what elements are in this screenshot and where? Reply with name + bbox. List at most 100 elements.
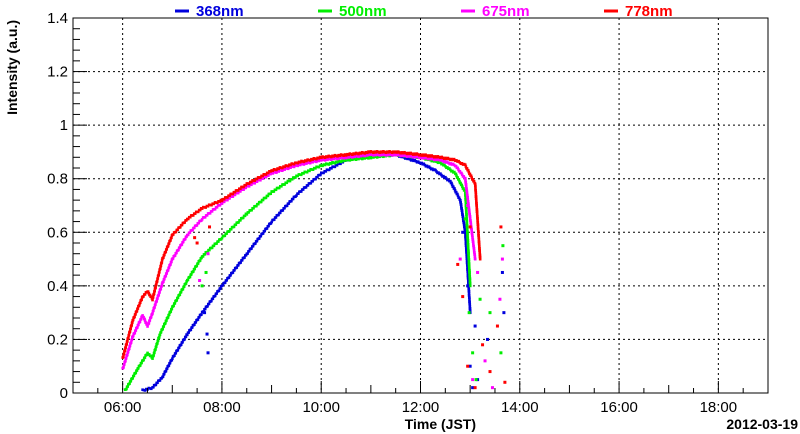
data-point [461, 213, 464, 217]
data-point [126, 339, 129, 343]
data-point [237, 221, 240, 224]
data-point [283, 168, 286, 171]
data-point [465, 261, 469, 265]
data-point [131, 318, 135, 322]
data-point [291, 197, 295, 201]
data-point [444, 165, 447, 168]
data-point [206, 252, 210, 256]
data-point [474, 197, 478, 201]
data-point [217, 289, 221, 293]
data-point [281, 209, 285, 212]
data-point [468, 300, 471, 304]
data-point [311, 179, 315, 183]
data-point [221, 284, 225, 287]
data-point [178, 246, 182, 249]
data-point [136, 366, 140, 370]
data-point [244, 253, 248, 257]
data-point [467, 253, 470, 257]
data-point [473, 251, 476, 254]
data-point [468, 273, 471, 276]
data-point [225, 278, 228, 282]
data-point [469, 219, 472, 222]
data-point [148, 319, 152, 322]
data-point [463, 176, 467, 180]
data-point [228, 230, 231, 233]
data-point [478, 257, 482, 261]
data-point [283, 165, 286, 169]
data-point [203, 215, 207, 219]
data-point [152, 292, 156, 296]
data-point [195, 264, 199, 268]
data-point [140, 361, 143, 365]
data-point [255, 177, 259, 181]
data-point [193, 212, 197, 215]
data-point [456, 194, 460, 198]
data-point [468, 268, 471, 272]
data-point [475, 212, 479, 216]
data-point [200, 256, 203, 260]
data-point [458, 169, 462, 173]
data-point [450, 183, 454, 187]
data-point [476, 217, 479, 220]
data-point [499, 225, 503, 229]
data-point [171, 257, 175, 260]
data-point [451, 169, 454, 173]
data-point [470, 232, 474, 235]
legend-label: 500nm [339, 3, 387, 20]
data-point [212, 244, 216, 248]
data-point [464, 200, 468, 204]
data-point [461, 230, 465, 234]
data-point [476, 270, 480, 274]
data-point [174, 230, 178, 234]
data-point [468, 277, 472, 281]
data-point [477, 242, 481, 246]
data-point [236, 191, 240, 195]
data-point [264, 173, 268, 176]
data-point [233, 268, 236, 272]
data-point [128, 382, 131, 385]
data-point [147, 353, 151, 356]
data-point [468, 296, 471, 300]
data-point [200, 218, 204, 221]
data-point [471, 378, 475, 382]
data-point [144, 321, 148, 324]
data-point [125, 342, 129, 346]
data-point [333, 165, 337, 169]
data-point [476, 223, 480, 227]
data-point [319, 173, 322, 177]
data-point [180, 243, 184, 246]
data-point [206, 304, 209, 308]
data-point [465, 228, 469, 231]
data-point [290, 199, 293, 203]
data-point [222, 200, 226, 204]
data-point [176, 228, 179, 232]
data-point [227, 276, 231, 279]
data-point [476, 225, 480, 229]
data-point [467, 208, 471, 212]
y-tick-label: 0.4 [47, 278, 68, 295]
data-point [219, 287, 222, 290]
scatter-675nm [198, 204, 504, 390]
data-point [467, 311, 471, 315]
data-point [467, 281, 470, 284]
data-point [265, 227, 269, 230]
data-point [474, 191, 478, 194]
data-point [466, 284, 470, 288]
data-point [217, 240, 220, 243]
data-point [466, 236, 470, 240]
data-point [500, 257, 504, 261]
data-point [130, 323, 133, 327]
data-point [465, 221, 469, 225]
data-point [304, 186, 308, 189]
data-point [218, 203, 222, 207]
data-point [308, 161, 312, 165]
data-point [459, 205, 463, 208]
data-point [143, 317, 146, 321]
data-point [257, 237, 261, 240]
data-point [477, 232, 480, 235]
data-point [274, 216, 278, 219]
data-point [137, 323, 140, 327]
data-point [275, 168, 278, 172]
data-point [467, 249, 470, 253]
